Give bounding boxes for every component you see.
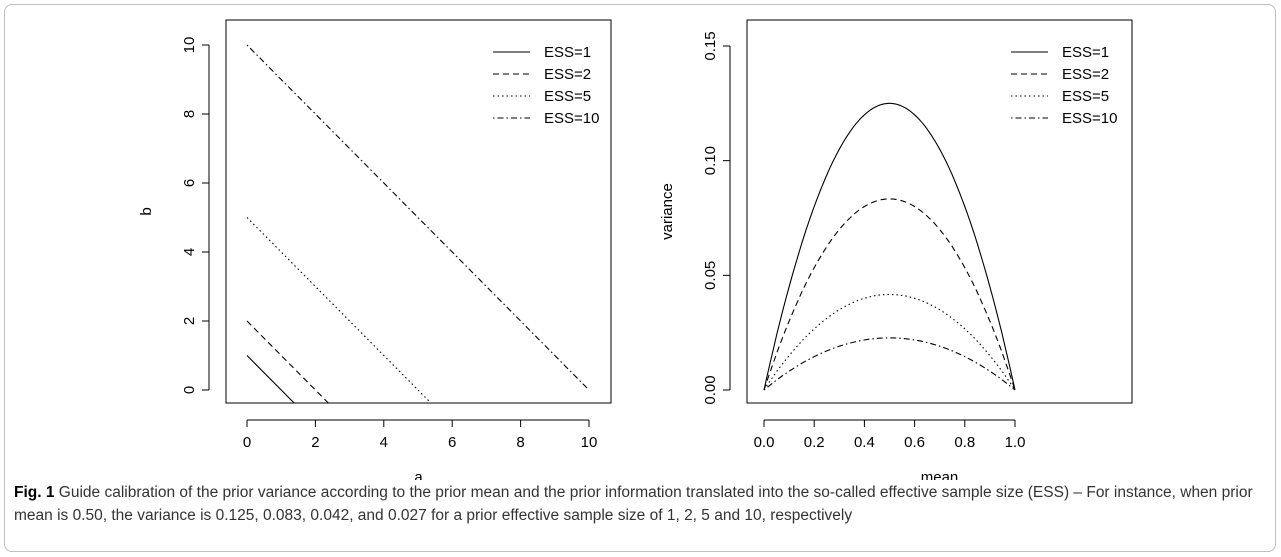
x-tick-label: 0	[243, 434, 251, 451]
legend-label: ESS=2	[1062, 66, 1109, 83]
series-line	[246, 320, 330, 403]
y-tick-label: 2	[181, 317, 198, 325]
legend-label: ESS=1	[1062, 44, 1109, 61]
legend: ESS=1 ESS=2 ESS=5 ESS=10	[1011, 44, 1117, 127]
y-tick-label: 0.15	[702, 31, 719, 60]
right-chart: 0.0 0.2 0.4 0.6 0.8 1.0 mean 0.00 0.05 0.10 0.15 va…	[659, 19, 1133, 480]
y-tick-label: 8	[181, 110, 198, 118]
series-line	[763, 337, 1016, 391]
y-tick-label: 4	[181, 248, 198, 256]
plot-frame	[225, 19, 612, 404]
legend-label: ESS=2	[544, 66, 591, 83]
plot-frame	[746, 19, 1133, 404]
y-tick-label: 0.05	[702, 261, 719, 290]
x-tick-label: 2	[311, 434, 319, 451]
caption-text: Guide calibration of the prior variance …	[14, 484, 1253, 524]
caption-label: Fig. 1	[14, 484, 55, 501]
y-tick-label: 10	[181, 37, 198, 54]
legend-label: ESS=10	[1062, 110, 1117, 127]
series-line	[246, 44, 590, 391]
figure-plots: 0 2 4 6 8 10 a 0 2 4 6 8 10 b ESS=1 ESS=2 ESS=5 ESS=10 0.…	[138, 19, 1133, 480]
legend: ESS=1 ESS=2 ESS=5 ESS=10	[493, 44, 599, 127]
series-line	[246, 355, 295, 403]
legend-label: ESS=10	[544, 110, 599, 127]
left-chart: 0 2 4 6 8 10 a 0 2 4 6 8 10 b ESS=1 ESS=2 ESS=5 ESS=10	[138, 19, 612, 480]
x-axis-label: mean	[921, 469, 959, 480]
series-line	[763, 198, 1016, 391]
x-tick-label: 0.0	[754, 434, 775, 451]
legend-label: ESS=5	[1062, 88, 1109, 105]
x-tick-label: 0.8	[954, 434, 975, 451]
x-tick-label: 10	[581, 434, 598, 451]
figure-frame	[4, 4, 1276, 552]
x-tick-label: 0.4	[854, 434, 875, 451]
y-tick-label: 0.00	[702, 375, 719, 404]
x-tick-label: 6	[448, 434, 456, 451]
x-tick-label: 4	[380, 434, 388, 451]
figure-caption: Fig. 1 Guide calibration of the prior va…	[14, 481, 1270, 527]
x-tick-label: 0.6	[904, 434, 925, 451]
series-line	[246, 217, 432, 403]
legend-label: ESS=1	[544, 44, 591, 61]
series-group	[246, 44, 590, 403]
x-tick-label: 1.0	[1005, 434, 1026, 451]
y-tick-label: 6	[181, 179, 198, 187]
legend-label: ESS=5	[544, 88, 591, 105]
y-tick-label: 0.10	[702, 146, 719, 175]
y-tick-label: 0	[181, 386, 198, 394]
y-axis-label: b	[138, 207, 155, 215]
series-line	[763, 102, 1016, 391]
x-tick-label: 8	[516, 434, 524, 451]
series-line	[763, 293, 1016, 391]
x-axis-label: a	[414, 469, 423, 480]
x-tick-label: 0.2	[804, 434, 825, 451]
y-axis-label: variance	[659, 183, 676, 240]
series-group	[763, 102, 1016, 391]
